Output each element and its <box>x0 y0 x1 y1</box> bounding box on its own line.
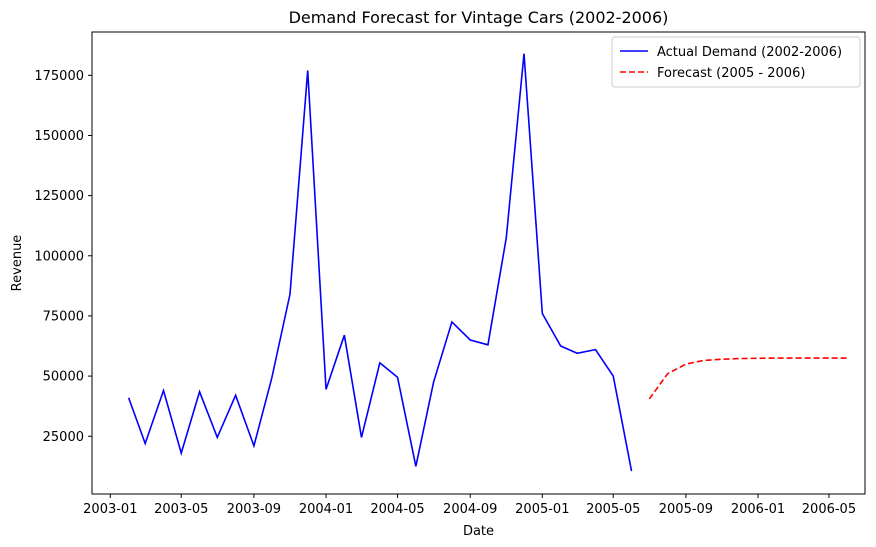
x-tick-label: 2004-05 <box>370 502 424 517</box>
plot-frame <box>91 31 866 495</box>
x-tick-label: 2005-05 <box>586 502 640 517</box>
x-tick-label: 2005-01 <box>515 502 569 517</box>
legend: Actual Demand (2002-2006) Forecast (2005… <box>611 36 861 88</box>
x-tick-label: 2003-01 <box>83 502 137 517</box>
x-tick-label: 2003-09 <box>227 502 281 517</box>
y-tick-label: 50000 <box>43 370 84 385</box>
x-axis-label: Date <box>463 524 494 539</box>
x-tick-label: 2003-05 <box>154 502 208 517</box>
y-axis-label: Revenue <box>10 235 25 292</box>
x-tick-label: 2006-05 <box>802 502 856 517</box>
y-tick-label: 25000 <box>43 430 84 445</box>
series-line-forecast <box>648 357 848 400</box>
y-tick-label: 150000 <box>34 129 84 144</box>
x-tick-label: 2006-01 <box>731 502 785 517</box>
series-layer <box>127 53 848 472</box>
x-tick-label: 2004-01 <box>299 502 353 517</box>
legend-label-forecast: Forecast (2005 - 2006) <box>657 66 805 81</box>
x-axis: 2003-01 2003-05 2003-09 2004-01 2004-05 2004-… <box>83 494 856 517</box>
legend-box <box>611 36 861 88</box>
x-tick-label: 2005-09 <box>659 502 713 517</box>
y-tick-label: 125000 <box>34 189 84 204</box>
y-axis: 25000 50000 75000 100000 125000 150000 175000 <box>34 69 92 445</box>
y-tick-label: 100000 <box>34 249 84 264</box>
y-tick-label: 175000 <box>34 69 84 84</box>
x-tick-label: 2004-09 <box>443 502 497 517</box>
chart-title: Demand Forecast for Vintage Cars (2002-2… <box>289 8 669 27</box>
legend-label-actual: Actual Demand (2002-2006) <box>657 45 842 60</box>
plot-area: 2003-01 2003-05 2003-09 2004-01 2004-05 2004-… <box>34 31 866 517</box>
y-tick-label: 75000 <box>43 309 84 324</box>
